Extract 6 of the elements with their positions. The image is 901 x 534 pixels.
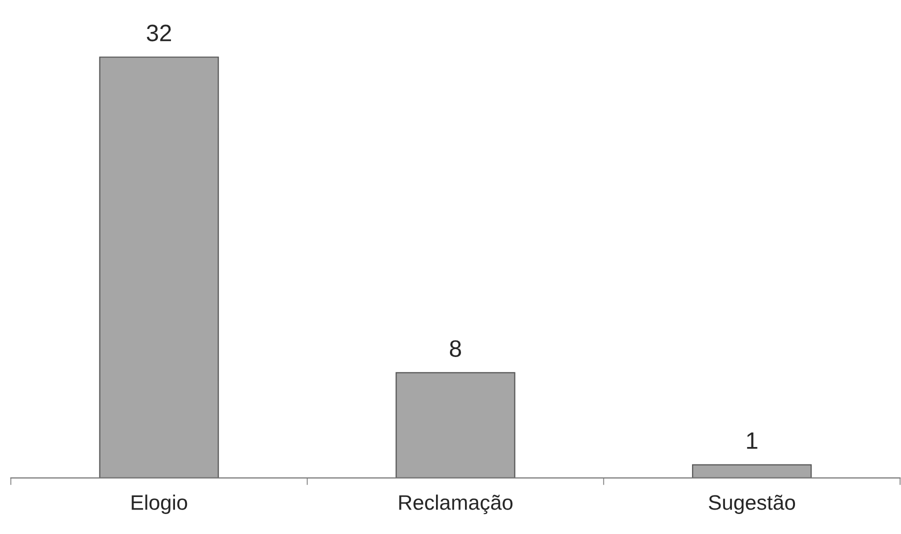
x-tick-label: Sugestão bbox=[708, 494, 796, 514]
x-tick-label: Elogio bbox=[132, 494, 188, 514]
x-tick-label: Reclamação bbox=[399, 494, 512, 514]
data-label: 8 bbox=[450, 340, 461, 357]
data-label: 32 bbox=[146, 24, 171, 42]
data-label: 1 bbox=[747, 432, 758, 449]
